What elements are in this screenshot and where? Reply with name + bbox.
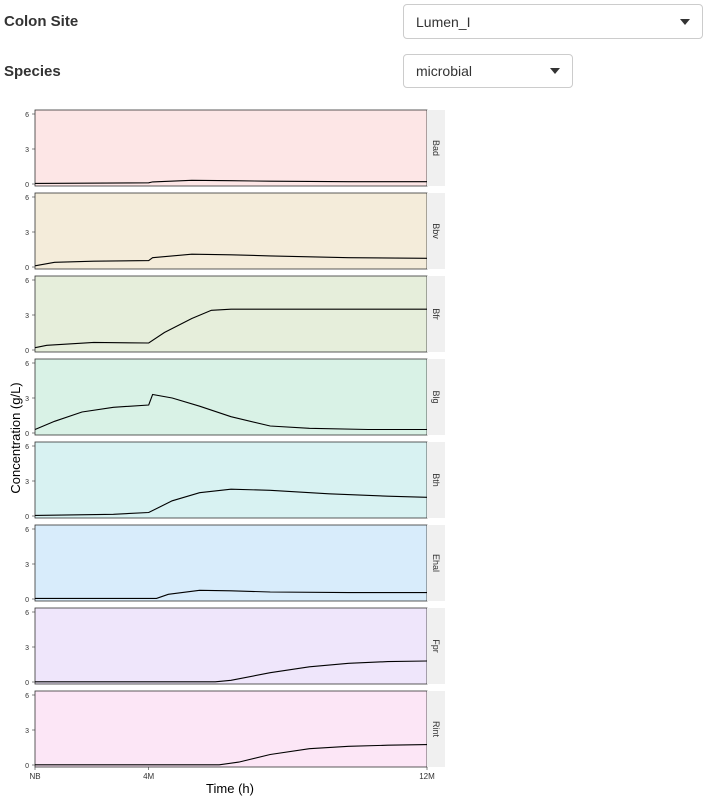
panel-fpr: Fpr 0 3 6: [25, 607, 445, 687]
y-tick-label: 0: [25, 265, 29, 272]
y-tick-label: 3: [25, 562, 29, 569]
x-tick-label: NB: [29, 772, 40, 781]
y-tick-label: 3: [25, 645, 29, 652]
colon-site-select[interactable]: Lumen_I: [403, 4, 703, 39]
panel-blg: Blg 0 3 6: [25, 358, 445, 438]
panel-background: [34, 358, 428, 436]
facet-panels: Bad036Bbv036Bfr036Blg036Bth036Ehal036Fpr…: [25, 109, 445, 770]
y-tick-label: 6: [25, 195, 29, 202]
series-line: [34, 253, 428, 267]
panel-bad: Bad 0 3 6: [25, 109, 445, 189]
y-tick-label: 3: [25, 313, 29, 320]
y-axis-label: Concentration (g/L): [8, 382, 23, 493]
panel-rint: Rint 0 3 6: [25, 690, 445, 770]
y-tick-label: 6: [25, 112, 29, 119]
panel-strip: [427, 276, 445, 352]
y-tick-label: 6: [25, 278, 29, 285]
chevron-down-icon: [550, 68, 560, 74]
series-line: [35, 744, 428, 766]
y-tick-label: 3: [25, 396, 29, 403]
panel-strip: [427, 691, 445, 767]
panel-strip-label: Bfr: [431, 308, 441, 320]
chevron-down-icon: [680, 18, 690, 25]
y-tick-label: 3: [25, 728, 29, 735]
panel-bth: Bth 0 3 6: [25, 441, 445, 521]
panel-strip-label: Fpr: [431, 639, 441, 653]
panel-background: [34, 690, 428, 768]
panel-strip-label: Bad: [431, 140, 441, 156]
y-tick-label: 6: [25, 527, 29, 534]
series-line: [34, 179, 427, 184]
panel-strip-label: Bth: [431, 473, 441, 487]
y-tick-label: 0: [25, 182, 29, 189]
panel-strip-label: Blg: [431, 390, 441, 403]
series-line: [34, 488, 428, 516]
panel-strip: [427, 110, 445, 186]
y-tick-label: 6: [25, 693, 29, 700]
panel-background: [34, 109, 428, 187]
panel-strip: [427, 442, 445, 518]
panel-strip-label: Ehal: [431, 554, 441, 572]
x-axis-label: Time (h): [206, 781, 254, 796]
series-line: [34, 393, 427, 431]
series-line: [34, 308, 427, 349]
panel-strip: [427, 608, 445, 684]
x-axis-ticks: NB 4M 12M: [29, 767, 435, 781]
series-line: [35, 660, 428, 683]
panel-strip-label: Rint: [431, 721, 441, 738]
panel-background: [34, 192, 428, 270]
species-select[interactable]: microbial: [403, 54, 573, 88]
y-tick-label: 0: [25, 763, 29, 770]
panel-background: [34, 607, 428, 685]
panel-strip: [427, 359, 445, 435]
species-label: Species: [4, 63, 61, 80]
concentration-chart: Bad036Bbv036Bfr036Blg036Bth036Ehal036Fpr…: [8, 109, 445, 796]
colon-site-value: Lumen_I: [416, 13, 471, 30]
y-tick-label: 6: [25, 610, 29, 617]
y-tick-label: 6: [25, 361, 29, 368]
panel-strip: [427, 525, 445, 601]
colon-site-label: Colon Site: [4, 13, 79, 30]
species-value: microbial: [416, 63, 473, 79]
x-tick-label: 12M: [419, 772, 435, 781]
panel-ehal: Ehal 0 3 6: [25, 524, 445, 604]
y-tick-label: 0: [25, 597, 29, 604]
y-tick-label: 0: [25, 348, 29, 355]
y-tick-label: 3: [25, 147, 29, 154]
panel-strip: [427, 193, 445, 269]
x-tick-label: 4M: [143, 772, 154, 781]
panel-bbv: Bbv 0 3 6: [25, 192, 445, 272]
y-tick-label: 3: [25, 230, 29, 237]
y-tick-label: 6: [25, 444, 29, 451]
panel-background: [34, 524, 428, 602]
panel-strip-label: Bbv: [431, 223, 441, 239]
y-tick-label: 0: [25, 431, 29, 438]
panel-background: [34, 275, 428, 353]
panel-background: [34, 441, 428, 519]
series-line: [35, 589, 427, 599]
panel-bfr: Bfr 0 3 6: [25, 275, 445, 355]
y-tick-label: 0: [25, 680, 29, 687]
y-tick-label: 3: [25, 479, 29, 486]
y-tick-label: 0: [25, 514, 29, 521]
